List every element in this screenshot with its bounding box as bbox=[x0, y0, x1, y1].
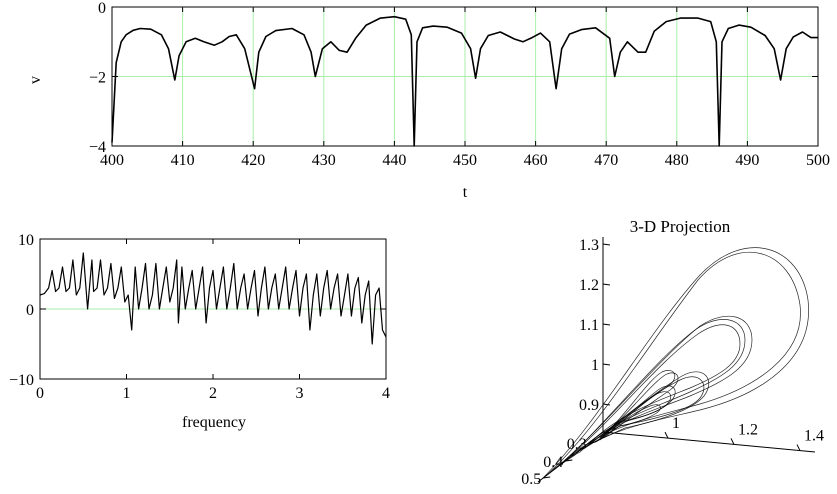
time-series-x-tick-labels: 400 410 420 430 440 450 460 470 480 490 500 bbox=[100, 152, 830, 169]
projection-3d-vertical-tick bbox=[602, 323, 611, 326]
projection-3d-vertical-tick bbox=[602, 243, 611, 246]
projection-3d-trajectory bbox=[547, 252, 801, 475]
projection-3d-vertical-tick-label: 0.9 bbox=[579, 397, 599, 414]
time-series-x-tick-label: 480 bbox=[665, 152, 689, 169]
spectrum-x-tick-label: 1 bbox=[123, 385, 131, 402]
projection-3d-vertical-tick-label: 1.2 bbox=[579, 277, 599, 294]
projection-3d-trajectory bbox=[595, 372, 679, 443]
projection-3d-trajectory bbox=[559, 319, 746, 466]
projection-3d-trajectory bbox=[599, 370, 676, 441]
spectrum-x-tick-label: 3 bbox=[296, 385, 304, 402]
time-series-y-tick-labels: 0 −2 −4 bbox=[89, 0, 106, 156]
projection-3d-right-tick bbox=[796, 444, 801, 451]
projection-3d-right-tick-label: 1.4 bbox=[804, 428, 824, 445]
time-series-y-tick-label: −4 bbox=[89, 139, 106, 156]
time-series-x-tick-label: 460 bbox=[524, 152, 548, 169]
time-series-x-tick-label: 400 bbox=[100, 152, 124, 169]
projection-3d-chart: 3-D Projection 1.31.21.110.91 1.2 1.40.30.… bbox=[521, 217, 824, 488]
projection-3d-right-tick bbox=[664, 431, 669, 439]
time-series-y-tick-label: 0 bbox=[98, 0, 106, 17]
time-series-x-tick-label: 470 bbox=[594, 152, 618, 169]
time-series-x-tick-label: 490 bbox=[735, 152, 759, 169]
projection-3d-right-tick-label: 1.2 bbox=[738, 421, 758, 438]
spectrum-x-tick-labels: 0 1 2 3 4 bbox=[36, 385, 390, 402]
projection-3d-vertical-tick-label: 1.1 bbox=[579, 317, 599, 334]
spectrum-y-tick-label: 0 bbox=[26, 302, 34, 319]
projection-3d-vertical-tick bbox=[602, 283, 611, 286]
time-series-y-tick-label: −2 bbox=[89, 70, 106, 87]
projection-3d-title: 3-D Projection bbox=[630, 217, 731, 236]
spectrum-x-tick-label: 4 bbox=[382, 385, 390, 402]
projection-3d-depth-tick bbox=[543, 476, 551, 479]
time-series-chart: 400 410 420 430 440 450 460 470 480 490 500 0−2−4 … bbox=[27, 0, 830, 201]
time-series-x-tick-label: 500 bbox=[806, 152, 830, 169]
time-series-x-tick-label: 430 bbox=[312, 152, 336, 169]
projection-3d-depth-tick-label: 0.5 bbox=[521, 471, 541, 488]
time-series-x-axis-label: t bbox=[463, 184, 468, 201]
projection-3d-trajectory bbox=[569, 324, 741, 457]
time-series-x-tick-label: 420 bbox=[241, 152, 265, 169]
projection-3d-trajectory bbox=[584, 376, 705, 449]
spectrum-y-tick-labels: 10 0 −10 bbox=[9, 232, 34, 389]
projection-3d-right-axis bbox=[602, 431, 816, 453]
projection-3d-trajectory bbox=[589, 371, 709, 445]
projection-3d-vertical-tick bbox=[602, 403, 611, 406]
projection-3d-vertical-tick-label: 1.3 bbox=[579, 237, 599, 254]
time-series-line bbox=[111, 15, 818, 147]
projection-3d-depth-tick-label: 0.4 bbox=[543, 454, 563, 471]
spectrum-x-axis-label: frequency bbox=[182, 414, 246, 431]
time-series-y-axis-label: v bbox=[27, 76, 44, 84]
time-series-x-tick-label: 450 bbox=[453, 152, 477, 169]
projection-3d-right-tick-label: 1 bbox=[672, 415, 680, 432]
time-series-x-tick-label: 410 bbox=[171, 152, 195, 169]
projection-3d-vertical-tick-label: 1 bbox=[591, 357, 599, 374]
projection-3d-attractor bbox=[542, 247, 809, 479]
spectrum-line bbox=[39, 252, 387, 345]
time-series-x-tick-label: 440 bbox=[382, 152, 406, 169]
projection-3d-vertical-tick bbox=[602, 363, 611, 366]
spectrum-x-tick-label: 2 bbox=[209, 385, 217, 402]
projection-3d-trajectory bbox=[611, 404, 661, 431]
time-series-grid bbox=[112, 7, 818, 146]
spectrum-y-tick-label: 10 bbox=[18, 232, 34, 249]
projection-3d-tick-labels: 1.31.21.110.91 1.2 1.40.30.40.5 bbox=[521, 237, 824, 488]
projection-3d-trajectory bbox=[564, 315, 753, 461]
spectrum-x-tick-label: 0 bbox=[36, 385, 44, 402]
projection-3d-right-tick bbox=[730, 438, 735, 445]
spectrum-y-tick-label: −10 bbox=[9, 372, 34, 389]
